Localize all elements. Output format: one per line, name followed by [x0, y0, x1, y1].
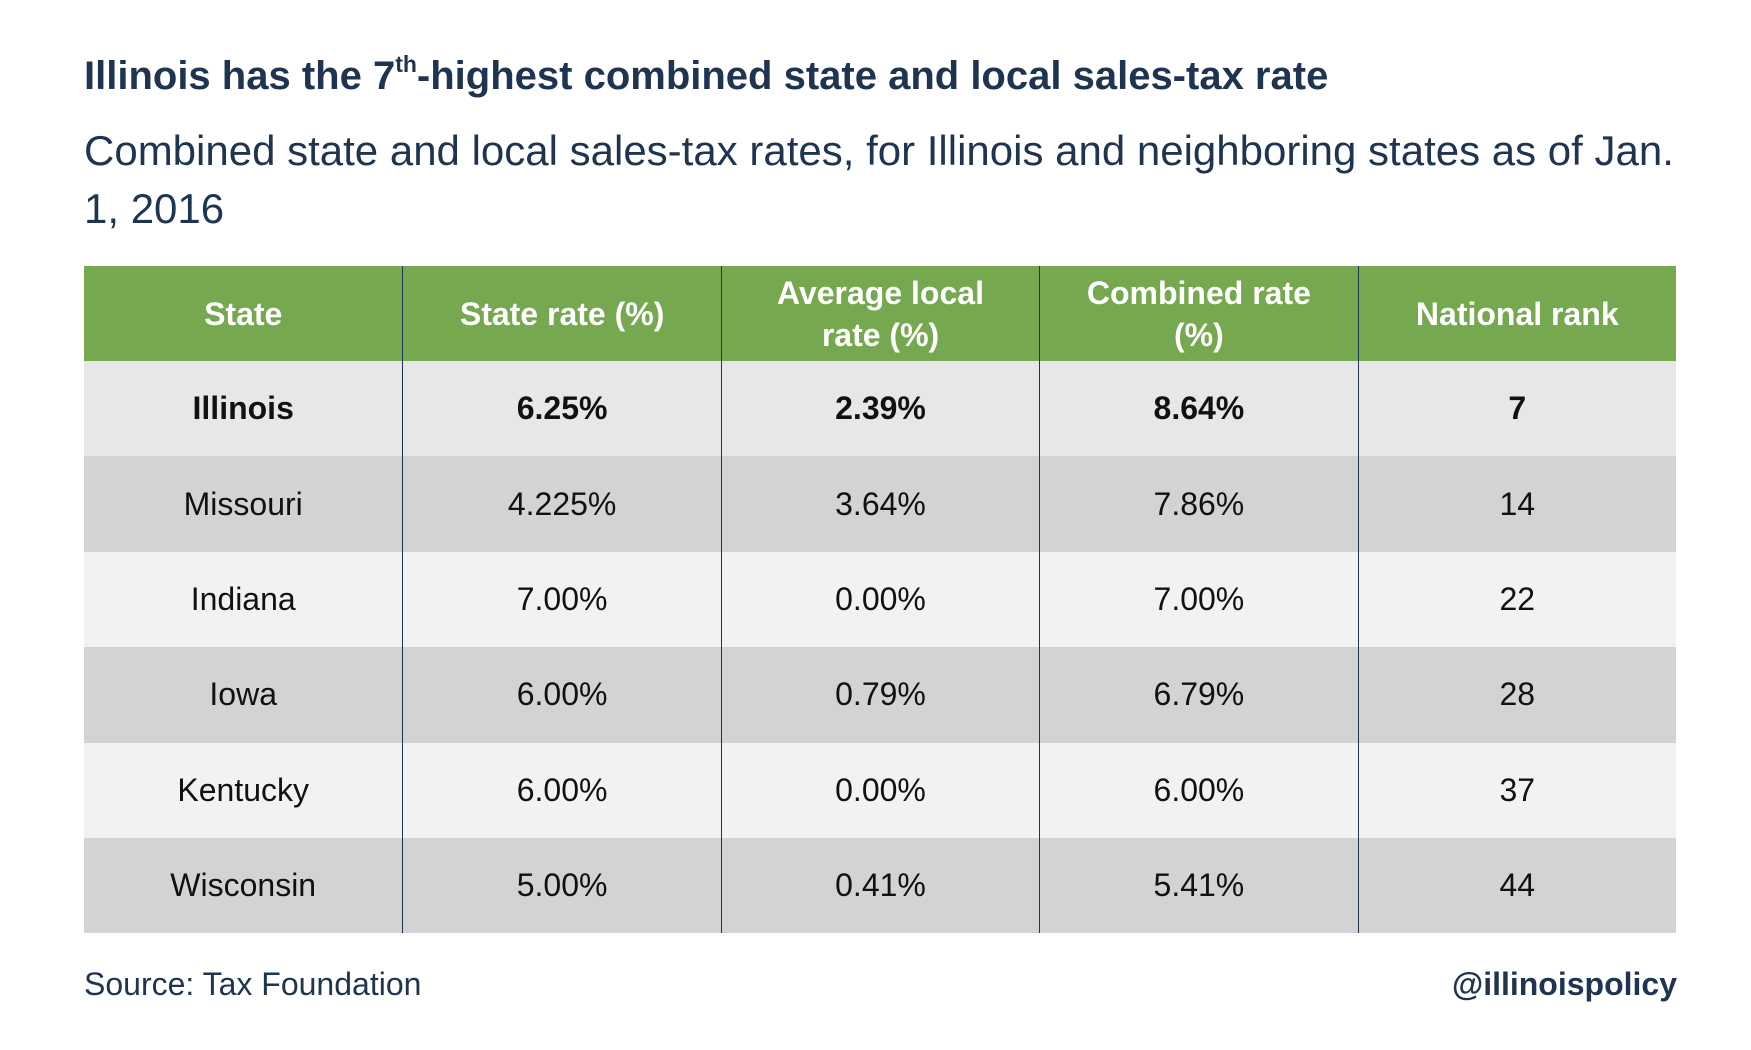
table-cell: 0.00% [720, 742, 1040, 838]
column-header: Average local rate (%) [720, 266, 1040, 361]
table-cell: 28 [1357, 647, 1676, 743]
table-cell: Wisconsin [84, 837, 403, 934]
table-cell: 22 [1357, 551, 1676, 648]
table-cell: 8.64% [1039, 361, 1358, 457]
table-cell: 6.00% [402, 742, 721, 838]
table-cell: 0.00% [720, 551, 1040, 648]
table-cell: 3.64% [720, 456, 1040, 552]
table-cell: Indiana [84, 551, 403, 648]
table-cell: 7.00% [402, 551, 721, 648]
table-cell: 4.225% [402, 456, 721, 552]
table-cell: 6.00% [1039, 742, 1358, 838]
table-cell: 44 [1357, 837, 1676, 934]
title-superscript: th [395, 51, 417, 77]
table-cell: 37 [1357, 742, 1676, 838]
title-text: -highest combined state and local sales-… [416, 54, 1329, 98]
table-cell: 14 [1357, 456, 1676, 552]
column-header: National rank [1357, 266, 1676, 361]
table-cell: 7 [1357, 361, 1676, 457]
table-cell: 6.79% [1039, 647, 1358, 743]
title-text: Illinois has the 7 [84, 54, 396, 98]
handle: @illinoispolicy [1451, 966, 1677, 1002]
table: State State rate (%) Average local rate (%… [84, 266, 1676, 934]
table-cell: 5.41% [1039, 837, 1358, 934]
table-cell: Missouri [84, 456, 403, 552]
table-cell: 5.00% [402, 837, 721, 934]
title: Illinois has the 7th-highest combined st… [84, 51, 1329, 99]
column-header: State rate (%) [402, 266, 721, 361]
table-cell: 7.00% [1039, 551, 1358, 648]
table-cell: Illinois [84, 361, 403, 457]
table-cell: 2.39% [720, 361, 1040, 457]
table-cell: Kentucky [84, 742, 403, 838]
table-cell: Iowa [84, 647, 403, 743]
table-cell: 7.86% [1039, 456, 1358, 552]
subtitle: Combined state and local sales-tax rates… [84, 127, 1674, 232]
table-cell: 6.00% [402, 647, 721, 743]
table-cell: 6.25% [402, 361, 721, 457]
column-header: Combined rate (%) [1039, 266, 1358, 361]
source: Source: Tax Foundation [84, 966, 422, 1002]
table-cell: 0.79% [720, 647, 1040, 743]
table-cell: 0.41% [720, 837, 1040, 934]
column-header: State [84, 266, 403, 361]
